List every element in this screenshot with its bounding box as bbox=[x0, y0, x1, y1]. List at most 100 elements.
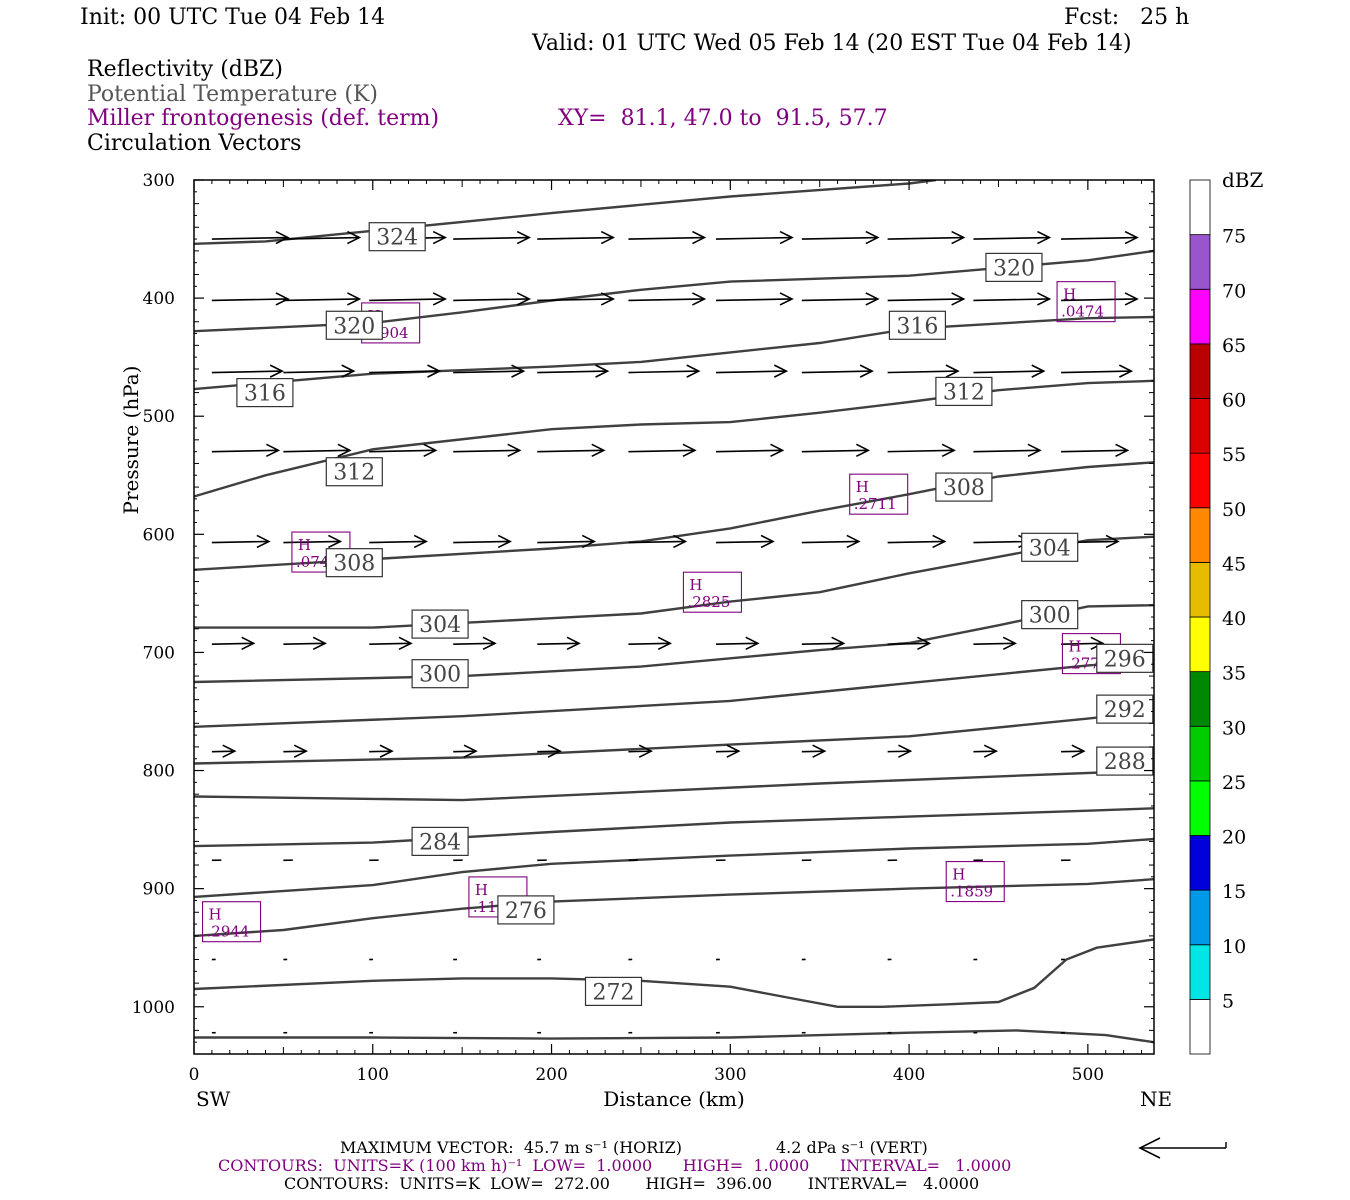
theta-label-box bbox=[325, 457, 383, 487]
circulation-vector bbox=[1061, 636, 1105, 651]
vector-shaft bbox=[628, 370, 699, 374]
circulation-vector bbox=[369, 364, 442, 378]
vector-shaft bbox=[715, 298, 793, 302]
vector-shaft bbox=[537, 236, 614, 240]
vector-head bbox=[516, 230, 532, 245]
vector-head bbox=[328, 534, 343, 549]
vector-shaft bbox=[283, 236, 360, 240]
colorbar-level-label: 15 bbox=[1222, 881, 1246, 903]
vector-head bbox=[337, 443, 352, 458]
vector-head bbox=[347, 230, 362, 245]
x-tick-label: 300 bbox=[714, 1065, 746, 1085]
vector-shaft bbox=[453, 298, 530, 302]
colorbar-swatch bbox=[1189, 835, 1211, 891]
y-tick-label: 600 bbox=[143, 525, 175, 545]
theta-label-box bbox=[985, 252, 1043, 282]
vector-head bbox=[855, 443, 871, 458]
y-tick-label: 300 bbox=[143, 171, 175, 191]
colorbar-swatch bbox=[1189, 179, 1211, 236]
vector-shaft bbox=[211, 449, 279, 453]
vector-shaft bbox=[211, 298, 288, 302]
vector-shaft bbox=[973, 449, 1040, 453]
max-vector: MAXIMUM VECTOR: 45.7 m s⁻¹ (HORIZ) bbox=[340, 1138, 683, 1157]
vector-head bbox=[266, 443, 281, 458]
theta-contour-label: 324 bbox=[368, 222, 426, 252]
vector-shaft bbox=[537, 540, 595, 544]
y-axis-label: Pressure (hPa) bbox=[119, 366, 143, 515]
frontogenesis-value: .2825 bbox=[687, 593, 730, 611]
vector-shaft bbox=[628, 540, 686, 544]
circulation-vector bbox=[453, 636, 497, 651]
vector-head bbox=[812, 744, 827, 758]
vector-shaft bbox=[1061, 449, 1128, 453]
circulation-vector bbox=[537, 744, 562, 758]
theta-label-box bbox=[497, 895, 555, 925]
colorbar-level-label: 30 bbox=[1222, 717, 1246, 739]
circulation-vector bbox=[369, 534, 428, 549]
circulation-vector bbox=[211, 292, 290, 306]
circulation-vector bbox=[628, 292, 707, 306]
circulation-vector bbox=[537, 636, 581, 651]
theta-contour-label: 316 bbox=[888, 310, 947, 340]
circulation-vector bbox=[801, 292, 880, 306]
theta-label-box bbox=[888, 310, 947, 340]
circulation-vector bbox=[973, 636, 1018, 651]
vector-shaft bbox=[211, 370, 283, 374]
circulation-vector bbox=[887, 534, 947, 549]
y-tick-label: 1000 bbox=[132, 998, 175, 1018]
vector-shaft bbox=[715, 449, 783, 453]
x-tick-label: 200 bbox=[535, 1065, 567, 1085]
vector-head bbox=[932, 534, 947, 549]
circulation-vector bbox=[283, 364, 356, 378]
colorbar-unit: dBZ bbox=[1222, 168, 1264, 192]
colorbar-level-label: 5 bbox=[1222, 990, 1234, 1012]
circulation-vector bbox=[453, 443, 522, 458]
vector-head bbox=[692, 230, 707, 245]
circulation-vector bbox=[211, 364, 284, 378]
vector-head bbox=[1037, 230, 1052, 245]
vector-shaft bbox=[715, 236, 793, 240]
vector-head bbox=[779, 230, 794, 245]
circulation-vector bbox=[801, 534, 861, 549]
init-time: Init: 00 UTC Tue 04 Feb 14 bbox=[80, 5, 386, 30]
circulation-vector bbox=[537, 230, 616, 245]
vector-head bbox=[581, 534, 597, 549]
field-frontogenesis: Miller frontogenesis (def. term) bbox=[87, 106, 440, 131]
theta-label-box bbox=[411, 659, 469, 689]
colorbar-swatch bbox=[1189, 998, 1211, 1055]
theta-label-box bbox=[935, 376, 993, 407]
circulation-vector bbox=[283, 744, 308, 758]
vector-head bbox=[463, 744, 478, 758]
vector-shaft bbox=[628, 298, 705, 302]
frontogenesis-h: H bbox=[1068, 638, 1081, 656]
end-label-sw: SW bbox=[196, 1087, 231, 1111]
vector-head bbox=[497, 534, 513, 549]
y-tick-label: 400 bbox=[143, 289, 175, 309]
colorbar-level-label: 65 bbox=[1222, 335, 1246, 357]
vector-head bbox=[269, 364, 284, 378]
circulation-vector bbox=[801, 364, 874, 378]
y-tick-label: 500 bbox=[143, 407, 175, 427]
circulation-vector bbox=[537, 292, 616, 306]
theta-label-box bbox=[1021, 600, 1079, 630]
theta-label-text: 324 bbox=[376, 226, 418, 251]
circulation-vector bbox=[537, 364, 610, 378]
field-theta: Potential Temperature (K) bbox=[87, 82, 378, 107]
vector-head bbox=[1002, 636, 1018, 651]
x-axis-label: Distance (km) bbox=[603, 1087, 745, 1111]
vector-head bbox=[941, 443, 956, 458]
theta-contour-label: 316 bbox=[236, 377, 294, 408]
vector-shaft bbox=[453, 540, 511, 544]
vector-head bbox=[482, 636, 497, 651]
colorbar-swatch bbox=[1189, 398, 1211, 454]
vector-shaft bbox=[973, 642, 1016, 645]
theta-label-box bbox=[325, 310, 383, 340]
vector-shaft bbox=[887, 370, 958, 374]
theta-label-box bbox=[1021, 532, 1079, 562]
frontogenesis-h: H bbox=[952, 866, 965, 884]
circulation-vector bbox=[369, 636, 413, 651]
colorbar-swatch bbox=[1189, 889, 1211, 946]
theta-label-text: 316 bbox=[896, 314, 938, 339]
theta-contour-line bbox=[194, 461, 1154, 571]
